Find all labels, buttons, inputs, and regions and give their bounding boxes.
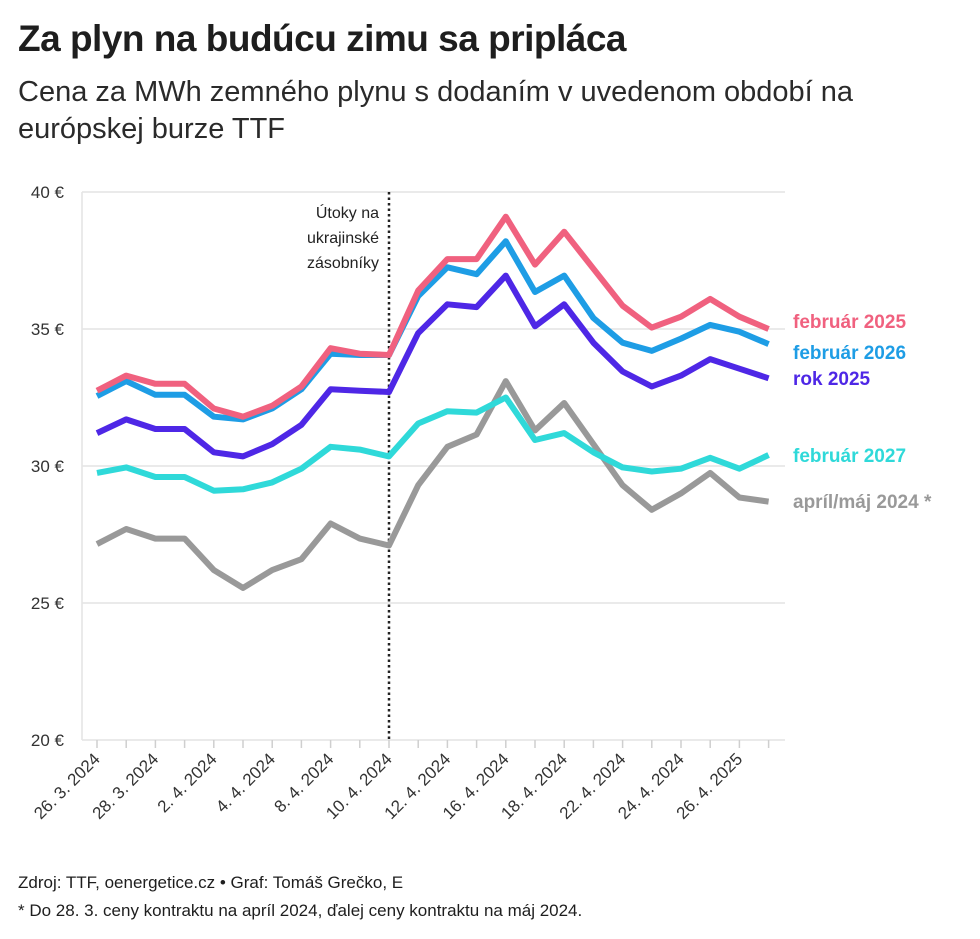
- series-label: rok 2025: [793, 369, 871, 390]
- series-line: [95, 238, 770, 423]
- series-label: február 2025: [793, 312, 906, 333]
- series-line: [95, 272, 770, 460]
- series-line: [96, 394, 770, 494]
- x-tick-label: 2. 4. 2024: [154, 749, 221, 816]
- chart-subtitle: Cena za MWh zemného plynu s dodaním v uv…: [18, 76, 854, 145]
- footnote: * Do 28. 3. ceny kontraktu na apríl 2024…: [18, 901, 583, 920]
- series-label: február 2026: [793, 343, 906, 364]
- series-line: [95, 378, 770, 591]
- series-line: [95, 213, 770, 420]
- y-tick-label: 40 €: [31, 183, 65, 202]
- series-label: apríl/máj 2024 *: [793, 492, 932, 513]
- y-tick-label: 35 €: [31, 320, 65, 339]
- y-tick-label: 30 €: [31, 457, 65, 476]
- annotation-text: zásobníky: [307, 255, 379, 272]
- y-tick-label: 25 €: [31, 594, 65, 613]
- x-tick-label: 4. 4. 2024: [212, 749, 279, 816]
- annotation-text: Útoky na: [316, 203, 379, 222]
- source-note: Zdroj: TTF, oenergetice.cz • Graf: Tomáš…: [18, 873, 404, 892]
- chart-title: Za plyn na budúcu zimu sa pripláca: [18, 18, 627, 59]
- annotation-text: ukrajinské: [307, 230, 379, 247]
- series-label: február 2027: [793, 446, 906, 467]
- y-tick-label: 20 €: [31, 731, 65, 750]
